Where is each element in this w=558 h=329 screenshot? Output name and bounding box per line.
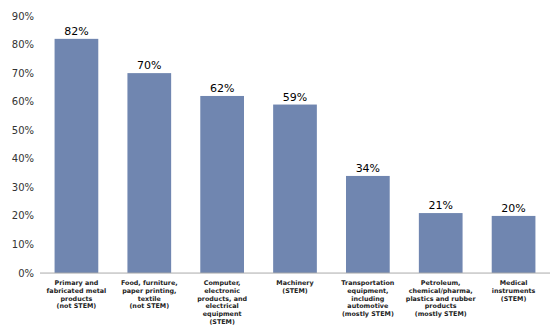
x-tick-label: Computer,electronicproducts, andelectric…: [197, 279, 247, 325]
x-tick-label: Machinery(STEM): [276, 279, 314, 295]
x-tick-label-line: (not STEM): [129, 302, 169, 310]
x-axis-line: [40, 273, 550, 274]
data-label: 59%: [283, 91, 307, 104]
bar: [200, 96, 244, 273]
data-label: 21%: [428, 199, 452, 212]
bar: [419, 213, 463, 273]
x-tick-label: Petroleum,chemical/pharma,plastics and r…: [406, 279, 477, 318]
y-tick-label: 0%: [18, 268, 34, 279]
x-tick-label-line: (STEM): [209, 318, 235, 326]
chart-container: Primary andfabricated metalproducts(not …: [0, 0, 558, 329]
x-tick-label-line: (mostly STEM): [415, 310, 467, 318]
data-label: 70%: [137, 59, 161, 72]
x-tick-label: Medicalinstruments(STEM): [492, 279, 536, 302]
y-tick-label: 20%: [12, 210, 34, 221]
bars: [55, 39, 536, 273]
y-tick-label: 40%: [12, 153, 34, 164]
y-tick-label: 80%: [12, 39, 34, 50]
data-label: 20%: [501, 202, 525, 215]
data-label: 34%: [356, 162, 380, 175]
bar: [127, 73, 171, 273]
x-tick-label: Transportationequipment,includingautomot…: [341, 279, 394, 318]
data-label: 62%: [210, 82, 234, 95]
y-axis: 0% 10% 20% 30% 40% 50% 60% 70% 80% 90%: [12, 11, 34, 279]
y-tick-label: 50%: [12, 125, 34, 136]
x-tick-label: Primary andfabricated metalproducts(not …: [47, 279, 107, 310]
x-tick-label-line: (STEM): [501, 295, 527, 303]
x-tick-labels: Primary andfabricated metalproducts(not …: [47, 279, 536, 325]
data-labels: 82% 70% 62% 59% 34% 21% 20%: [64, 25, 526, 215]
chart-svg: Primary andfabricated metalproducts(not …: [0, 0, 558, 329]
bar: [55, 39, 99, 273]
y-tick-label: 90%: [12, 11, 34, 22]
y-tick-label: 60%: [12, 96, 34, 107]
x-tick-label-line: (mostly STEM): [342, 310, 394, 318]
y-tick-label: 70%: [12, 68, 34, 79]
bar: [346, 176, 390, 273]
x-tick-label-line: (STEM): [282, 287, 308, 295]
data-label: 82%: [64, 25, 88, 38]
bar: [492, 216, 536, 273]
y-tick-label: 10%: [12, 239, 34, 250]
x-tick-label-line: (not STEM): [57, 302, 97, 310]
y-tick-label: 30%: [12, 182, 34, 193]
x-tick-label: Food, furniture,paper printing,textile(n…: [121, 279, 178, 310]
bar: [273, 105, 317, 274]
